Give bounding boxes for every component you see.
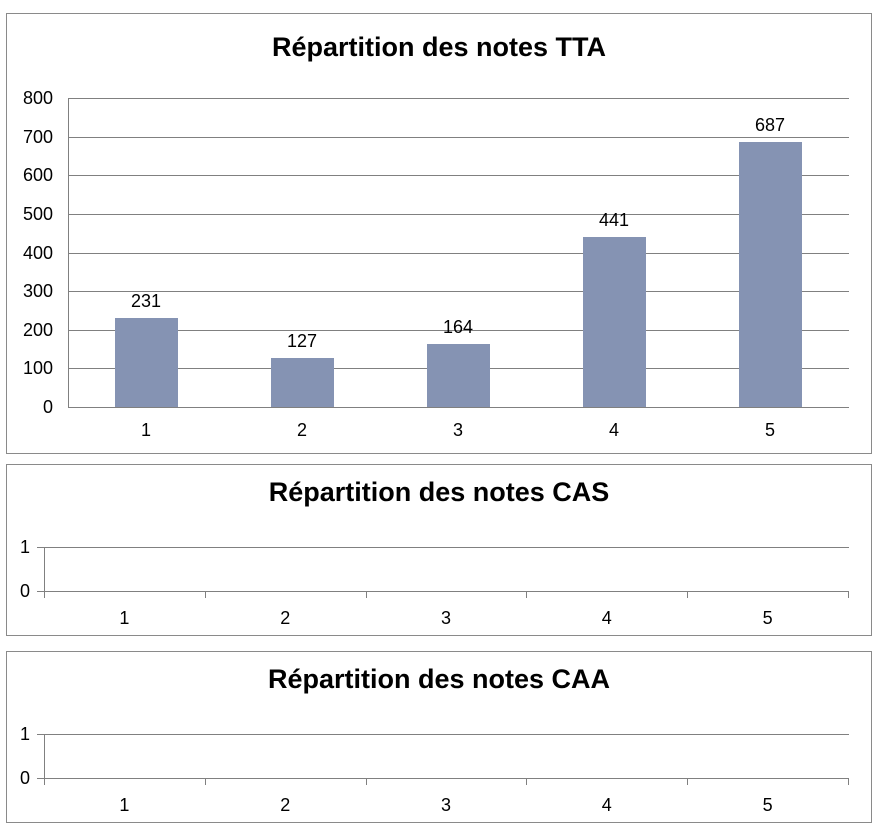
x-axis-category-label: 3 [440,608,451,628]
y-axis-tick-label: 500 [22,204,53,224]
y-axis-tick-label: 1 [19,537,30,557]
x-axis-category-label: 5 [762,795,773,815]
chart-panel-caa[interactable]: Répartition des notes CAA 0 1 1 2 3 4 5 [6,651,872,823]
chart-title-tta: Répartition des notes TTA [271,32,607,62]
y-axis-tick-label: 400 [22,243,53,263]
chart-title-caa: Répartition des notes CAA [267,664,611,694]
plot-area-caa [44,734,849,779]
bar-value-label: 441 [598,210,630,230]
x-axis-category-label: 1 [119,795,130,815]
y-axis-tick-label: 300 [22,281,53,301]
y-axis-tick-label: 1 [19,724,30,744]
x-axis-category-label: 3 [440,795,451,815]
bar-value-label: 687 [754,115,786,135]
x-axis-tick-mark [526,778,527,785]
bar-category-1[interactable] [115,318,178,407]
x-axis-category-label: 4 [608,420,619,440]
y-axis-tick-mark [37,547,44,548]
gridline [69,175,849,176]
bar-category-5[interactable] [739,142,802,407]
x-axis-category-label: 4 [601,795,612,815]
x-axis-category-label: 5 [762,608,773,628]
gridline [69,291,849,292]
x-axis-tick-mark [44,591,45,598]
y-axis-tick-label: 600 [22,165,53,185]
y-axis-tick-label: 800 [22,88,53,108]
bar-category-3[interactable] [427,344,490,407]
x-axis-tick-mark [44,778,45,785]
plot-area-cas [44,547,849,592]
chart-panel-tta[interactable]: Répartition des notes TTA 0 100 200 300 400 5… [6,13,872,454]
x-axis-tick-mark [366,778,367,785]
y-axis-tick-label: 700 [22,127,53,147]
bar-value-label: 127 [286,331,318,351]
x-axis-tick-mark [366,591,367,598]
x-axis-category-label: 2 [280,608,291,628]
x-axis-tick-mark [526,591,527,598]
y-axis-tick-mark [37,591,44,592]
x-axis-tick-mark [848,591,849,598]
bar-value-label: 231 [130,291,162,311]
x-axis-category-label: 5 [764,420,775,440]
x-axis-category-label: 1 [140,420,151,440]
y-axis-tick-label: 0 [19,581,30,601]
gridline [45,734,849,735]
x-axis-tick-mark [687,778,688,785]
bar-value-label: 164 [442,317,474,337]
x-axis-category-label: 3 [452,420,463,440]
y-axis-tick-label: 100 [22,358,53,378]
x-axis-tick-mark [205,778,206,785]
y-axis-tick-mark [37,778,44,779]
x-axis-tick-mark [848,778,849,785]
gridline [69,214,849,215]
bar-category-4[interactable] [583,237,646,407]
y-axis-tick-label: 0 [19,768,30,788]
gridline [69,330,849,331]
gridline [45,547,849,548]
y-axis-tick-mark [37,734,44,735]
x-axis-category-label: 1 [119,608,130,628]
chart-panel-cas[interactable]: Répartition des notes CAS 0 1 1 2 3 4 5 [6,464,872,636]
x-axis-tick-mark [687,591,688,598]
y-axis-tick-label: 0 [42,397,53,417]
gridline [69,253,849,254]
gridline [69,98,849,99]
chart-title-cas: Répartition des notes CAS [268,477,610,507]
bar-category-2[interactable] [271,358,334,407]
x-axis-category-label: 4 [601,608,612,628]
x-axis-tick-mark [205,591,206,598]
gridline [69,137,849,138]
x-axis-category-label: 2 [280,795,291,815]
y-axis-tick-label: 200 [22,320,53,340]
x-axis-category-label: 2 [296,420,307,440]
